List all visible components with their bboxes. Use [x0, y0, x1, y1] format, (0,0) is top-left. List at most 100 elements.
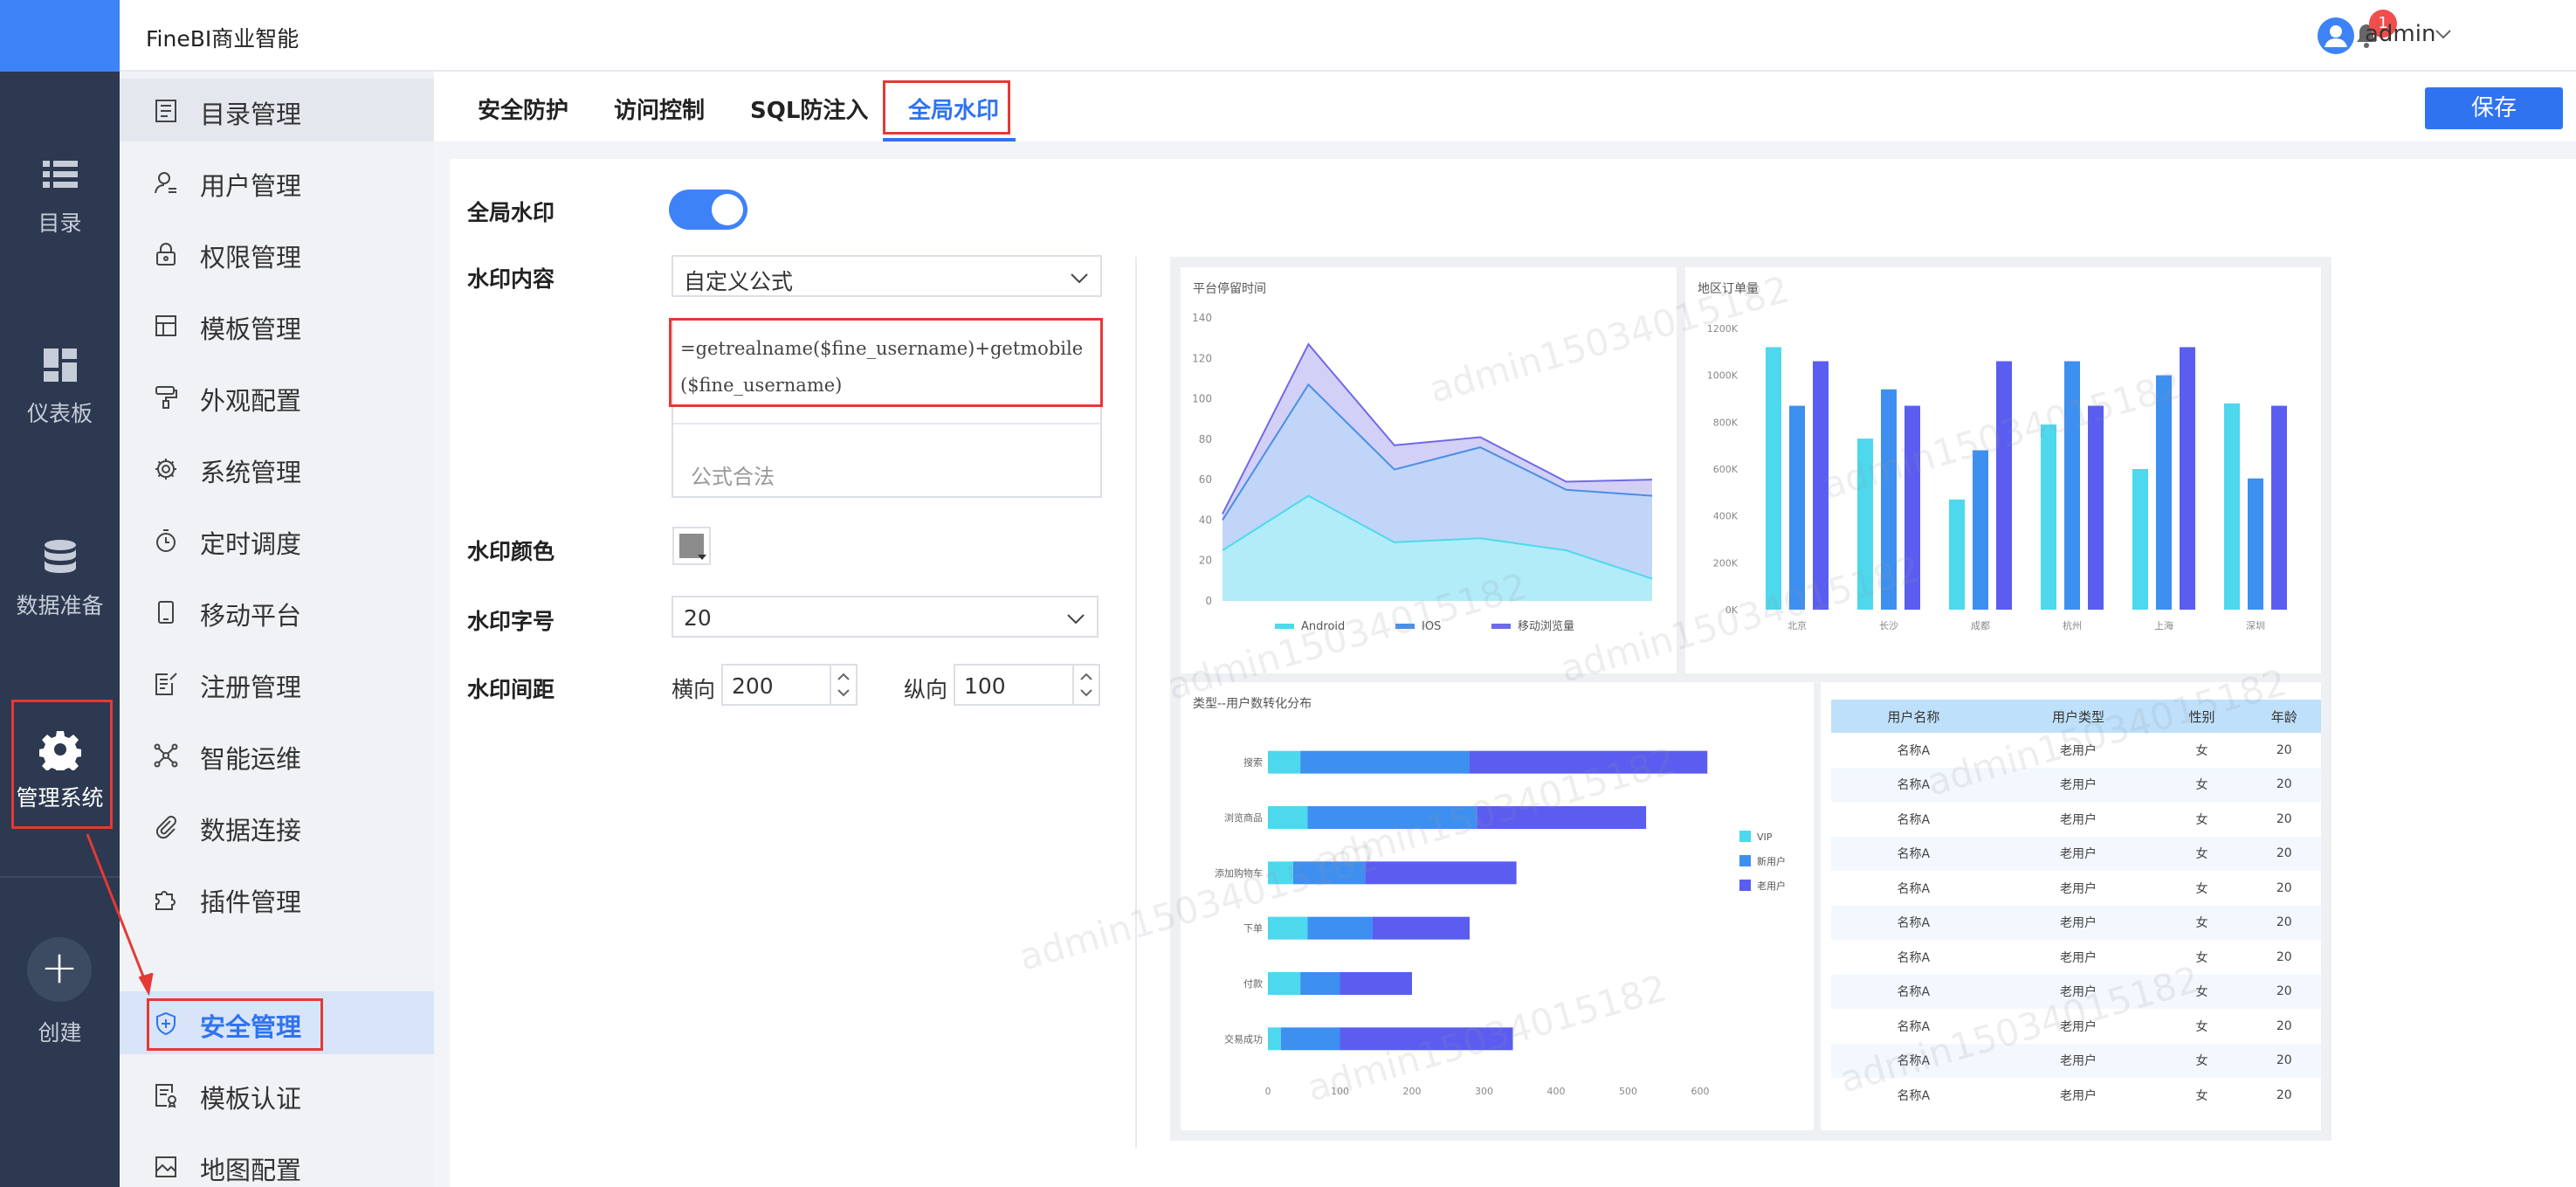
table-cell: 老用户 — [2059, 881, 2097, 896]
y-tick-label: 交易成功 — [1224, 1032, 1263, 1045]
bar — [2088, 405, 2104, 610]
tab-global-watermark[interactable]: 全局水印 — [908, 98, 1000, 124]
catalog-icon — [155, 100, 176, 122]
table-row: 名称A 老用户女 20 — [1831, 767, 2321, 802]
x-tick-label: 200 — [1403, 1086, 1422, 1097]
bar — [2064, 361, 2080, 610]
nav-item-label: 数据准备 — [16, 593, 104, 618]
table-cell: 老用户 — [2059, 1019, 2097, 1034]
submenu-item-label: 系统管理 — [200, 458, 302, 487]
submenu-item-system[interactable]: 系统管理 — [120, 437, 434, 500]
formula-status: 公式合法 — [691, 465, 775, 489]
vertical-divider — [1135, 257, 1137, 1148]
submenu-item-ops[interactable]: 智能运维 — [120, 723, 434, 786]
create-button[interactable]: + — [27, 937, 92, 1002]
submenu-item-label: 目录管理 — [200, 100, 302, 129]
select-value: 20 — [684, 605, 712, 631]
watermark-toggle[interactable] — [669, 190, 747, 230]
bar-chart: 0K 200K 400K 600K 800K 1000K 1200K 北京 长沙 成都 杭州 上海 深圳 — [1707, 323, 2287, 631]
y-tick-label: 120 — [1192, 352, 1212, 364]
submenu-item-templates[interactable]: 模板管理 — [120, 293, 434, 356]
tab-access-control[interactable]: 访问控制 — [614, 98, 706, 124]
nav-item-dashboard[interactable]: 仪表板 — [0, 323, 120, 454]
watermark-preview: 平台停留时间 0 20 40 60 80 100 120 140 Android IOS 移动浏览量… — [1014, 257, 2331, 1141]
stepper-arrows-icon — [1080, 673, 1092, 697]
bar — [1904, 405, 1920, 610]
stacked-bar — [1268, 1027, 1281, 1051]
y-tick-label: 搜索 — [1243, 756, 1263, 769]
submenu-item-label: 模板认证 — [200, 1084, 302, 1114]
nav-item-data-prep[interactable]: 数据准备 — [0, 515, 120, 646]
stepper[interactable] — [1072, 666, 1099, 704]
bar — [2132, 469, 2148, 610]
main-area: 安全防护 访问控制 SQL防注入 全局水印 保存 全局水印 水印内容 自定义公式… — [434, 72, 2576, 1187]
bar — [1857, 438, 1873, 610]
submenu-item-label: 注册管理 — [200, 673, 302, 702]
submenu-item-schedule[interactable]: 定时调度 — [120, 508, 434, 571]
user-name[interactable]: admin — [2365, 21, 2436, 47]
formula-editor[interactable]: =getrealname($fine_username)+getmobile($… — [672, 318, 1102, 498]
submenu-item-mobile[interactable]: 移动平台 — [120, 580, 434, 643]
submenu-item-security[interactable]: 安全管理 — [120, 991, 434, 1054]
stacked-bar — [1280, 1027, 1340, 1051]
y-tick-label: 100 — [1192, 393, 1212, 405]
stacked-bar — [1268, 750, 1301, 774]
y-tick-label: 200K — [1713, 557, 1739, 569]
color-picker[interactable] — [672, 527, 711, 565]
table-cell: 女 — [2160, 1043, 2243, 1078]
table-cell: 女 — [2195, 743, 2208, 758]
user-icon — [155, 172, 176, 194]
submenu-item-map[interactable]: 地图配置 — [120, 1135, 434, 1187]
nav-divider — [0, 876, 120, 878]
submenu-item-users[interactable]: 用户管理 — [120, 150, 434, 213]
table-cell: 名称A — [1897, 1088, 1931, 1103]
submenu-item-registration[interactable]: 注册管理 — [120, 652, 434, 714]
formula-text[interactable]: =getrealname($fine_username)+getmobile($… — [680, 338, 1084, 396]
save-button[interactable]: 保存 — [2425, 87, 2563, 129]
nav-item-admin-system[interactable]: 管理系统 — [0, 707, 120, 838]
submenu-item-label: 用户管理 — [200, 171, 302, 201]
y-tick-label: 添加购物车 — [1215, 866, 1263, 879]
submenu-item-appearance[interactable]: 外观配置 — [120, 365, 434, 428]
area-chart: 0 20 40 60 80 100 120 140 Android IOS 移动浏览量 — [1192, 312, 1653, 633]
bar — [2248, 478, 2263, 610]
tab-sql-injection[interactable]: SQL防注入 — [750, 98, 869, 124]
vertical-spacing-input[interactable]: 100 — [954, 664, 1100, 706]
horizontal-spacing-input[interactable]: 200 — [721, 664, 858, 706]
vertical-label: 纵向 — [904, 677, 948, 702]
stacked-bar — [1477, 806, 1647, 829]
submenu-item-plugins[interactable]: 插件管理 — [120, 866, 434, 929]
submenu-item-catalog[interactable]: 目录管理 — [120, 79, 434, 141]
avatar[interactable] — [2318, 17, 2354, 54]
submenu-item-data-connection[interactable]: 数据连接 — [120, 795, 434, 858]
font-size-select[interactable]: 20 — [672, 596, 1099, 638]
y-tick-label: 0 — [1205, 595, 1212, 607]
table-row: 名称A 老用户女 20 — [1831, 836, 2321, 871]
submenu-item-label: 模板管理 — [200, 314, 302, 344]
table-cell: 女 — [2195, 1019, 2208, 1034]
nav-item-label: 管理系统 — [16, 785, 104, 811]
table-cell: 女 — [2160, 836, 2243, 871]
settings-icon — [155, 459, 176, 480]
stacked-bar — [1372, 916, 1470, 940]
table-row: 名称A 老用户女 20 — [1831, 905, 2321, 940]
table-cell: 女 — [2160, 905, 2243, 940]
nav-item-catalog[interactable]: 目录 — [0, 133, 120, 264]
table-cell: 名称A — [1897, 950, 1931, 965]
submenu-item-template-auth[interactable]: 模板认证 — [120, 1063, 434, 1126]
area-series-0 — [1223, 495, 1652, 601]
tab-bar: 安全防护 访问控制 SQL防注入 全局水印 保存 — [434, 72, 2576, 141]
settings-panel: 全局水印 水印内容 自定义公式 =getrealname($fine_usern… — [450, 159, 2576, 1187]
submenu-item-permissions[interactable]: 权限管理 — [120, 222, 434, 285]
chevron-down-icon[interactable] — [2434, 24, 2453, 44]
bar — [2156, 375, 2172, 610]
watermark-content-select[interactable]: 自定义公式 — [672, 255, 1102, 297]
legend-swatch — [1739, 855, 1751, 866]
tab-security-protection[interactable]: 安全防护 — [478, 98, 569, 124]
table-cell: 20 — [2276, 742, 2292, 757]
highlight-box — [147, 998, 323, 1051]
table-header-row: 用户名称 用户类型 性别 年龄 — [1831, 700, 2321, 733]
x-tick-label: 成都 — [1971, 620, 1990, 631]
stepper[interactable] — [830, 666, 856, 704]
list-icon — [42, 161, 78, 188]
